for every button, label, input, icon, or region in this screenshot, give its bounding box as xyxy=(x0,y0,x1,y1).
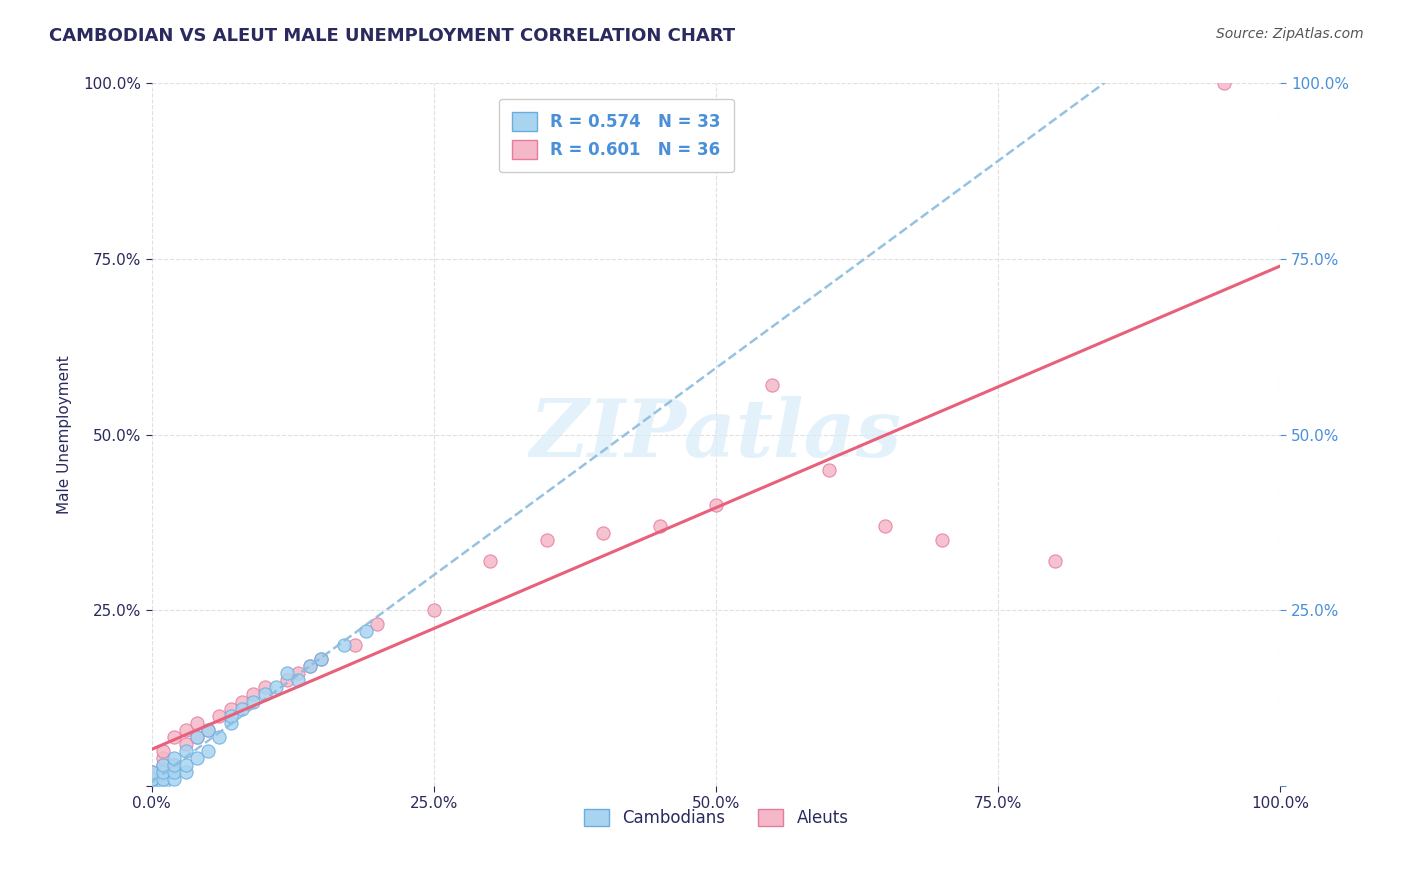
Point xyxy=(242,694,264,708)
Point xyxy=(536,533,558,547)
Point xyxy=(141,779,163,793)
Point xyxy=(197,723,219,737)
Point xyxy=(704,498,727,512)
Point xyxy=(152,757,174,772)
Point xyxy=(163,772,186,786)
Point xyxy=(174,757,197,772)
Point xyxy=(141,779,163,793)
Point xyxy=(818,463,841,477)
Text: CAMBODIAN VS ALEUT MALE UNEMPLOYMENT CORRELATION CHART: CAMBODIAN VS ALEUT MALE UNEMPLOYMENT COR… xyxy=(49,27,735,45)
Text: ZIPatlas: ZIPatlas xyxy=(530,396,903,474)
Point xyxy=(152,744,174,758)
Point xyxy=(174,744,197,758)
Point xyxy=(141,764,163,779)
Point xyxy=(163,764,186,779)
Point xyxy=(231,694,253,708)
Point xyxy=(287,666,309,681)
Point xyxy=(332,638,354,652)
Point xyxy=(423,603,446,617)
Point xyxy=(231,701,253,715)
Point xyxy=(152,757,174,772)
Point xyxy=(298,659,321,673)
Point xyxy=(152,772,174,786)
Point xyxy=(208,708,231,723)
Point xyxy=(152,764,174,779)
Point xyxy=(276,673,298,688)
Point xyxy=(875,519,897,533)
Point xyxy=(141,772,163,786)
Point xyxy=(163,750,186,764)
Point xyxy=(208,730,231,744)
Point xyxy=(163,757,186,772)
Y-axis label: Male Unemployment: Male Unemployment xyxy=(58,355,72,514)
Point xyxy=(174,764,197,779)
Point xyxy=(141,764,163,779)
Point xyxy=(931,533,953,547)
Point xyxy=(253,688,276,702)
Point xyxy=(141,772,163,786)
Point xyxy=(141,779,163,793)
Point xyxy=(197,744,219,758)
Point xyxy=(298,659,321,673)
Point xyxy=(354,624,377,639)
Point xyxy=(309,652,332,666)
Point xyxy=(366,617,388,632)
Point xyxy=(174,737,197,751)
Point xyxy=(186,715,208,730)
Point xyxy=(343,638,366,652)
Point xyxy=(242,688,264,702)
Point xyxy=(592,525,614,540)
Point xyxy=(186,730,208,744)
Point xyxy=(219,715,242,730)
Point xyxy=(219,701,242,715)
Legend: Cambodians, Aleuts: Cambodians, Aleuts xyxy=(576,802,855,834)
Point xyxy=(152,779,174,793)
Point xyxy=(141,772,163,786)
Point xyxy=(276,666,298,681)
Point xyxy=(648,519,671,533)
Text: Source: ZipAtlas.com: Source: ZipAtlas.com xyxy=(1216,27,1364,41)
Point xyxy=(219,708,242,723)
Point xyxy=(287,673,309,688)
Point xyxy=(253,681,276,695)
Point xyxy=(761,378,783,392)
Point xyxy=(163,757,186,772)
Point xyxy=(186,730,208,744)
Point xyxy=(264,681,287,695)
Point xyxy=(152,750,174,764)
Point xyxy=(186,750,208,764)
Point xyxy=(163,730,186,744)
Point xyxy=(1213,77,1236,91)
Point xyxy=(174,723,197,737)
Point xyxy=(309,652,332,666)
Point xyxy=(197,723,219,737)
Point xyxy=(1043,554,1066,568)
Point xyxy=(479,554,502,568)
